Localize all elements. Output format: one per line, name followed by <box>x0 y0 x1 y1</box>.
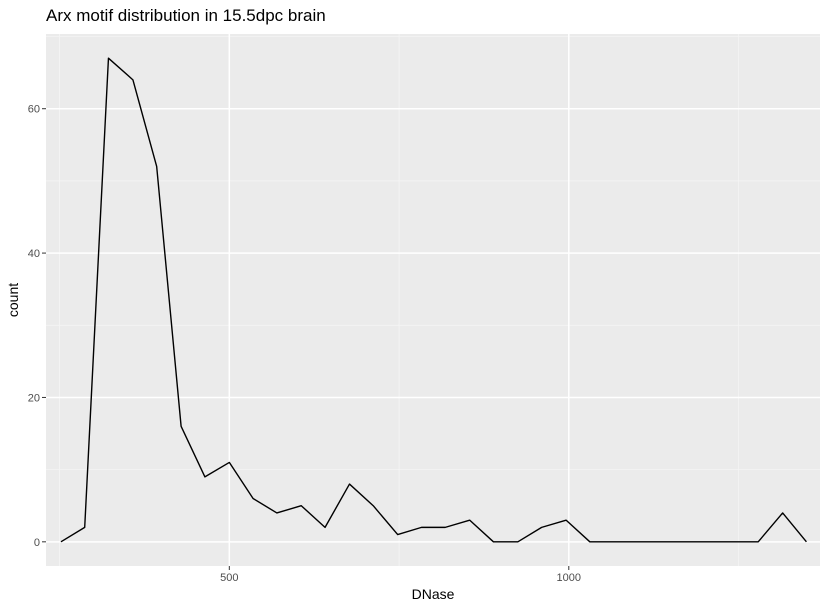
x-tick-label: 1000 <box>557 572 581 584</box>
y-tick-label: 60 <box>28 104 40 116</box>
x-axis: 500 1000 <box>220 566 581 584</box>
x-axis-title: DNase <box>412 586 455 602</box>
plot-panel <box>46 34 820 566</box>
x-tick-label: 500 <box>220 572 238 584</box>
y-tick-label: 0 <box>34 537 40 549</box>
series-line <box>60 57 807 543</box>
minor-gridlines <box>46 34 820 566</box>
y-tick-label: 20 <box>28 392 40 404</box>
chart-title: Arx motif distribution in 15.5dpc brain <box>46 6 326 25</box>
y-axis: 0 20 40 60 <box>28 104 46 549</box>
series-layer <box>60 57 807 543</box>
y-axis-title: count <box>5 283 21 317</box>
y-tick-label: 40 <box>28 248 40 260</box>
